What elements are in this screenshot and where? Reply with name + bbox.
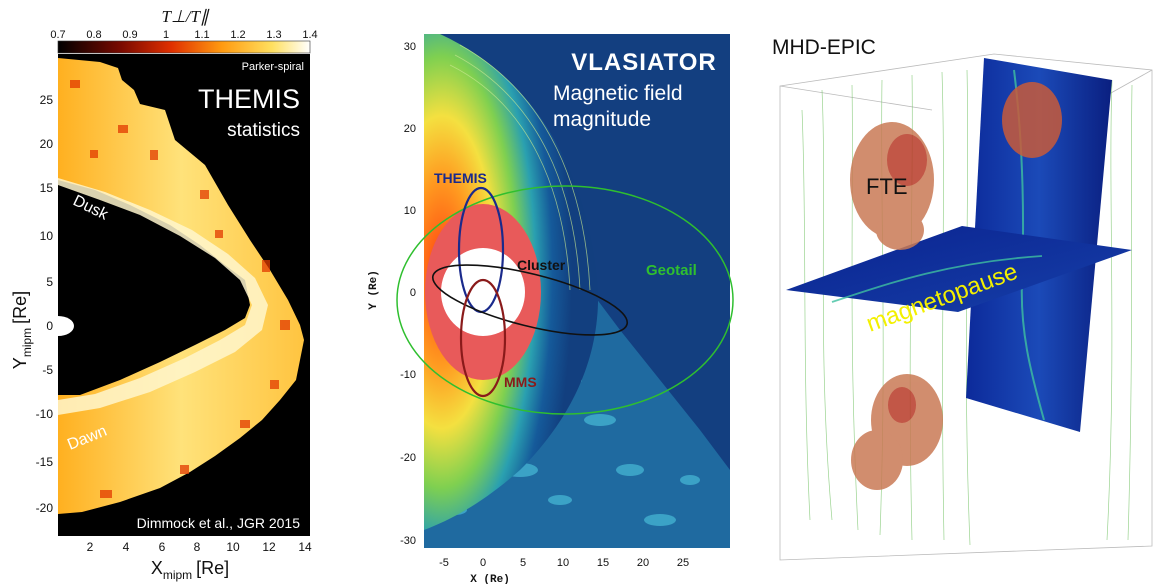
x-tick: 12 (262, 540, 276, 554)
mms-label: MMS (504, 374, 537, 390)
y-axis-ticks: 25 20 15 10 5 0 -5 -10 -15 -20 (36, 93, 54, 515)
parker-spiral-tag: Parker-spiral (242, 61, 304, 73)
y-tick: 5 (46, 275, 53, 289)
fte-structure (850, 122, 934, 250)
panel-b-title-line1: Magnetic field (553, 82, 683, 105)
y-tick: -5 (42, 363, 53, 377)
y-axis-label: Y (Re) (368, 270, 380, 310)
x-tick: 8 (194, 540, 201, 554)
themis-title: THEMIS (198, 84, 300, 114)
x-tick: 6 (159, 540, 166, 554)
y-label-sub: mipm (20, 328, 34, 357)
x-tick: 4 (123, 540, 130, 554)
x-label-main: X (151, 558, 163, 578)
y-tick: 20 (40, 137, 54, 151)
x-axis-ticks: -5 0 5 10 15 20 25 (439, 557, 689, 569)
x-tick: 10 (557, 557, 569, 569)
colorbar-tick: 1.4 (302, 29, 317, 41)
y-tick: 10 (404, 205, 416, 217)
x-axis-label: X (Re) (470, 574, 510, 584)
themis-subtitle: statistics (227, 120, 300, 141)
y-tick: -20 (36, 501, 54, 515)
y-label-main: Y (10, 357, 30, 369)
colorbar-tick: 0.9 (122, 29, 137, 41)
themis-label: THEMIS (434, 170, 487, 186)
x-label-unit: [Re] (196, 558, 229, 578)
citation: Dimmock et al., JGR 2015 (137, 515, 301, 531)
x-tick: 14 (298, 540, 312, 554)
x-tick: 15 (597, 557, 609, 569)
colorbar-ticks: 0.7 0.8 0.9 1 1.1 1.2 1.3 1.4 (50, 29, 317, 41)
mhd-epic-title: MHD-EPIC (772, 36, 876, 59)
x-tick: 2 (87, 540, 94, 554)
vertical-plane-hotspot (1002, 82, 1062, 158)
x-axis-ticks: 2 4 6 8 10 12 14 (87, 540, 312, 554)
y-tick: 30 (404, 41, 416, 53)
colorbar-tick: 1.1 (194, 29, 209, 41)
x-tick: 0 (480, 557, 486, 569)
horizontal-plane-boundary (831, 255, 1043, 303)
y-tick: 20 (404, 123, 416, 135)
y-tick: 0 (46, 319, 53, 333)
themis-statistics-panel: T⊥/T∥ 0.7 0.8 0.9 1 1.1 1.2 1.3 1.4 Park… (10, 7, 318, 582)
y-tick: -10 (36, 407, 54, 421)
shock-ripples (449, 44, 591, 291)
colorbar (57, 40, 311, 54)
y-tick: -20 (400, 452, 416, 464)
x-tick: 20 (637, 557, 649, 569)
x-tick: -5 (439, 557, 449, 569)
panel-b-title-line2: magnitude (553, 108, 651, 131)
y-tick: 25 (40, 93, 54, 107)
y-tick: 0 (410, 287, 416, 299)
y-tick: -30 (400, 535, 416, 547)
y-axis-label: Ymipm [Re] (10, 291, 34, 369)
earth-icon (42, 316, 74, 336)
colorbar-tick: 0.8 (86, 29, 101, 41)
band-speckles (70, 80, 290, 498)
y-label-unit: [Re] (10, 291, 30, 324)
y-axis-ticks: 30 20 10 0 -10 -20 -30 (400, 41, 416, 547)
colorbar-label: T⊥/T∥ (162, 7, 210, 26)
band-inner-glow (58, 178, 268, 415)
x-tick: 25 (677, 557, 689, 569)
colorbar-tick: 1 (163, 29, 169, 41)
mms-orbit (459, 278, 507, 398)
geotail-label: Geotail (646, 262, 697, 279)
mhd-epic-panel: MHD-EPIC FTE magnetopause (772, 36, 1153, 561)
vlasiator-logo: VLASIATOR (571, 49, 716, 76)
x-tick: 10 (226, 540, 240, 554)
x-label-sub: mipm (163, 568, 192, 582)
vlasiator-panel: VLASIATOR Magnetic field magnitude THEMI… (368, 34, 734, 584)
x-tick: 5 (520, 557, 526, 569)
horizontal-plane (786, 226, 1132, 312)
fte-label: FTE (866, 174, 908, 199)
y-tick: -15 (36, 455, 54, 469)
cluster-orbit (431, 264, 629, 336)
colorbar-tick: 0.7 (50, 29, 65, 41)
colorbar-tick: 1.3 (266, 29, 281, 41)
x-axis-label: Xmipm [Re] (151, 558, 229, 582)
y-tick: -10 (400, 369, 416, 381)
geotail-orbit (396, 185, 734, 415)
lower-fte-structure (851, 374, 943, 490)
cluster-label: Cluster (517, 257, 566, 273)
colorbar-tick: 1.2 (230, 29, 245, 41)
y-tick: 15 (40, 181, 54, 195)
y-tick: 10 (40, 229, 54, 243)
svg-text:Ymipm[Re]: Ymipm [Re] (10, 291, 34, 369)
